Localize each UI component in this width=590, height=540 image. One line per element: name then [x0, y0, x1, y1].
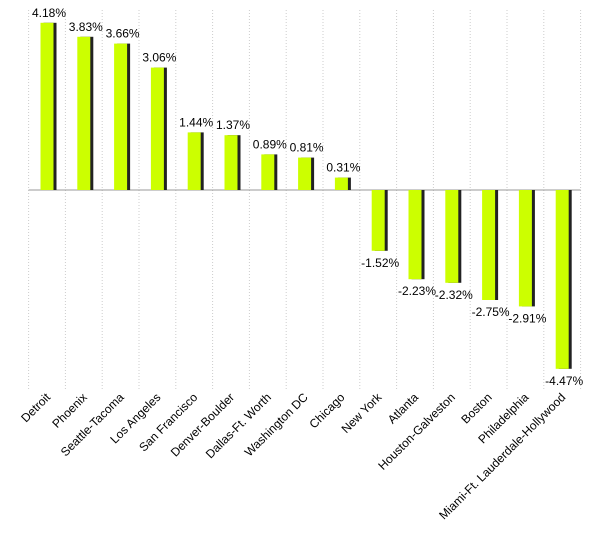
data-label: -2.75%: [472, 305, 510, 319]
x-tick-label: New York: [339, 390, 385, 436]
bar: [77, 36, 91, 190]
bar: [261, 154, 275, 190]
x-tick-label: Seattle-Tacoma: [58, 390, 127, 459]
data-label: -2.32%: [435, 288, 473, 302]
bar: [187, 132, 201, 190]
bar: [334, 177, 348, 190]
data-label: 0.89%: [253, 137, 287, 151]
bar: [371, 190, 385, 251]
bar: [40, 22, 54, 190]
bar: [482, 190, 496, 300]
data-label: 0.31%: [326, 161, 360, 175]
data-label: 3.06%: [142, 51, 176, 65]
data-label: -1.52%: [361, 256, 399, 270]
x-tick-label: Detroit: [18, 390, 53, 425]
bar: [408, 190, 422, 280]
bar: [114, 43, 128, 190]
x-tick-label: Boston: [458, 390, 494, 426]
data-label: 4.18%: [32, 6, 66, 20]
data-label: 1.37%: [216, 118, 250, 132]
bar: [298, 157, 312, 190]
bar: [445, 190, 459, 283]
data-label: 1.44%: [179, 115, 213, 129]
data-label: -4.47%: [545, 374, 583, 388]
x-tick-label: Dallas-Ft. Worth: [203, 390, 274, 461]
data-label: 3.83%: [69, 20, 103, 34]
x-tick-label: Denver-Boulder: [168, 390, 237, 459]
bar: [518, 190, 532, 307]
bar: [150, 67, 164, 190]
bar: [555, 190, 569, 369]
bar: [224, 135, 238, 190]
data-label: 3.66%: [106, 27, 140, 41]
data-label: 0.81%: [290, 141, 324, 155]
x-tick-label: Washington DC: [242, 390, 311, 459]
data-label: -2.91%: [508, 311, 546, 325]
data-label: -2.23%: [398, 284, 436, 298]
